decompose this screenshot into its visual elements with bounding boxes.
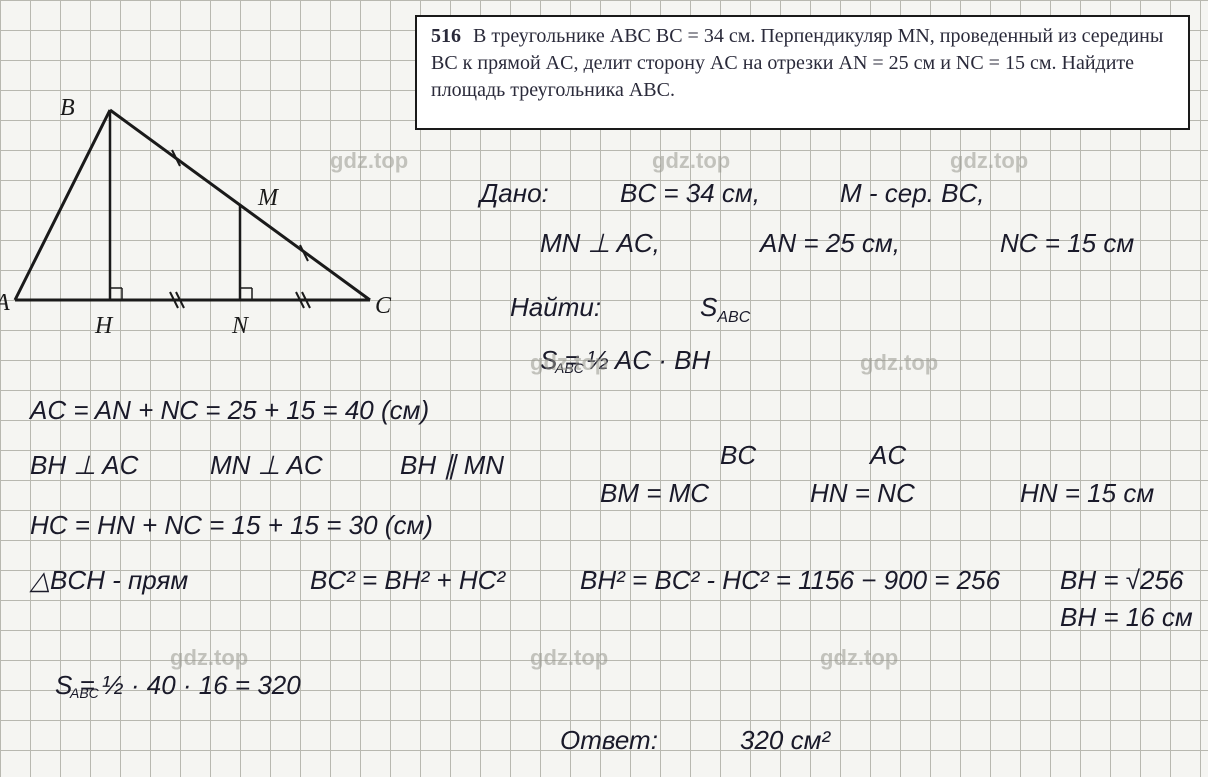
ac-calc: AC = AN + NC = 25 + 15 = 40 (см) xyxy=(30,395,429,426)
s-final-sub: ABC xyxy=(70,685,99,701)
given-bc: BC = 34 см, xyxy=(620,178,760,209)
find-value: SABC xyxy=(700,292,750,327)
given-m: M - сер. BC, xyxy=(840,178,984,209)
watermark: gdz.top xyxy=(530,645,608,671)
perp-b: MN ⊥ AC xyxy=(210,450,323,481)
perp-c: BH ∥ MN xyxy=(400,450,504,481)
triangle-diagram: A B C H N M xyxy=(0,95,400,355)
problem-number: 516 xyxy=(431,25,461,47)
watermark: gdz.top xyxy=(950,148,1028,174)
find-label: Найти: xyxy=(510,292,601,323)
hc-calc: HC = HN + NC = 15 + 15 = 30 (см) xyxy=(30,510,433,541)
bh-calc: BH² = BC² - HC² = 1156 − 900 = 256 xyxy=(580,565,1000,596)
watermark: gdz.top xyxy=(170,645,248,671)
bc-lbl: BC xyxy=(720,440,756,471)
formula-s-sub: ABC xyxy=(555,360,584,376)
answer-label: Ответ: xyxy=(560,725,658,756)
svg-text:A: A xyxy=(0,290,10,316)
ac-lbl: AC xyxy=(870,440,906,471)
watermark: gdz.top xyxy=(860,350,938,376)
given-an: AN = 25 см, xyxy=(760,228,900,259)
answer-value: 320 см² xyxy=(740,725,830,756)
svg-text:C: C xyxy=(375,293,392,319)
hn-val: HN = 15 см xyxy=(1020,478,1154,509)
bh-val: BH = 16 см xyxy=(1060,602,1193,633)
hn-nc: HN = NC xyxy=(810,478,915,509)
svg-text:H: H xyxy=(94,313,114,339)
given-label: Дано: xyxy=(480,178,549,209)
svg-text:M: M xyxy=(257,185,280,211)
bch-triangle: △BCH - прям xyxy=(30,565,188,596)
svg-text:N: N xyxy=(231,313,250,339)
watermark: gdz.top xyxy=(820,645,898,671)
pythagoras: BC² = BH² + HC² xyxy=(310,565,505,596)
bm-mc: BM = MC xyxy=(600,478,709,509)
given-nc: NC = 15 см xyxy=(1000,228,1134,259)
given-mn: MN ⊥ AC, xyxy=(540,228,660,259)
problem-statement-box: 516В треугольнике ABC BC = 34 см. Перпен… xyxy=(415,15,1190,130)
bh-sqrt: BH = √256 xyxy=(1060,565,1183,596)
watermark: gdz.top xyxy=(652,148,730,174)
perp-a: BH ⊥ AC xyxy=(30,450,138,481)
svg-text:B: B xyxy=(60,95,75,121)
problem-text: В треугольнике ABC BC = 34 см. Перпендик… xyxy=(431,25,1163,101)
